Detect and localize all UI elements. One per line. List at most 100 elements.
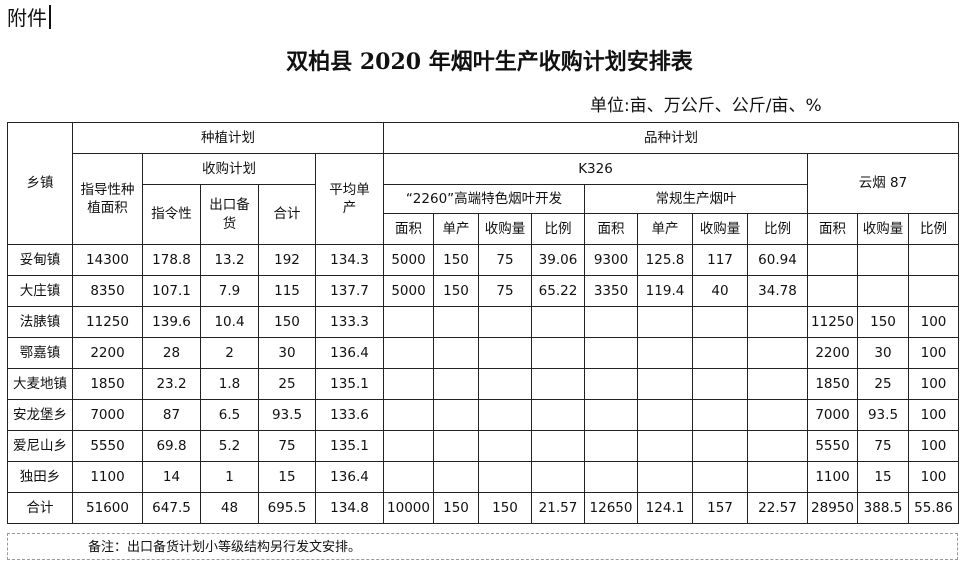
table-cell (857, 275, 909, 307)
table-cell: 7.9 (200, 275, 259, 307)
table-cell: 75 (857, 430, 909, 462)
header-area: 面积 (584, 213, 638, 245)
table-cell: 5550 (72, 430, 143, 462)
table-cell (637, 430, 693, 462)
table-cell: 10000 (383, 492, 434, 524)
table-cell (692, 306, 748, 338)
table-cell: 30 (258, 337, 316, 369)
table-row: 爱尼山乡 5550 69.8 5.2 75 135.1 5550 75 100 (7, 430, 959, 462)
header-planting-plan: 种植计划 (72, 122, 384, 154)
table-row: 大庄镇 8350 107.1 7.9 115 137.7 5000 150 75 65.22 335… (7, 275, 959, 307)
table-cell (908, 275, 959, 307)
table-cell: 15 (258, 461, 316, 493)
table-cell: 136.4 (315, 337, 384, 369)
table-cell: 150 (258, 306, 316, 338)
header-directive: 指令性 (142, 184, 201, 245)
table-cell (383, 430, 434, 462)
township-cell: 爱尼山乡 (7, 430, 73, 462)
table-cell: 150 (433, 492, 479, 524)
table-row: 妥甸镇 14300 178.8 13.2 192 134.3 5000 150 75 39.06 9… (7, 244, 959, 276)
table-cell (637, 306, 693, 338)
table-cell: 22.57 (747, 492, 808, 524)
table-row: 合计 51600 647.5 48 695.5 134.8 10000 150 150 21.57… (7, 492, 959, 524)
header-purchase: 收购量 (478, 213, 532, 245)
footnote: 备注：出口备货计划小等级结构另行发文安排。 (7, 533, 958, 560)
table-cell: 75 (478, 275, 532, 307)
table-cell: 647.5 (142, 492, 201, 524)
table-cell: 75 (478, 244, 532, 276)
header-ratio: 比例 (531, 213, 585, 245)
table-cell: 14 (142, 461, 201, 493)
table-cell: 107.1 (142, 275, 201, 307)
table-cell (584, 399, 638, 431)
table-cell: 93.5 (258, 399, 316, 431)
table-cell (584, 430, 638, 462)
table-cell: 1 (200, 461, 259, 493)
table-cell (908, 244, 959, 276)
table-cell (433, 461, 479, 493)
table-cell: 100 (908, 368, 959, 400)
table-cell: 125.8 (637, 244, 693, 276)
table-cell (747, 368, 808, 400)
table-cell: 100 (908, 337, 959, 369)
table-cell: 136.4 (315, 461, 384, 493)
table-cell: 48 (200, 492, 259, 524)
table-cell (383, 461, 434, 493)
table-cell: 695.5 (258, 492, 316, 524)
header-ratio: 比例 (908, 213, 959, 245)
table-cell (531, 306, 585, 338)
table-cell: 93.5 (857, 399, 909, 431)
table-cell (857, 244, 909, 276)
table-cell: 25 (258, 368, 316, 400)
table-cell (531, 368, 585, 400)
table-cell: 65.22 (531, 275, 585, 307)
header-k326: K326 (383, 153, 808, 185)
table-cell (637, 337, 693, 369)
table-cell (692, 337, 748, 369)
table-cell: 192 (258, 244, 316, 276)
table-cell: 100 (908, 399, 959, 431)
table-cell (531, 399, 585, 431)
header-yield: 单产 (433, 213, 479, 245)
table-row: 独田乡 1100 14 1 15 136.4 1100 15 100 (7, 461, 959, 493)
header-purchase-plan: 收购计划 (142, 153, 316, 185)
table-cell: 60.94 (747, 244, 808, 276)
header-regular: 常规生产烟叶 (584, 184, 808, 214)
table-cell: 55.86 (908, 492, 959, 524)
township-cell: 大麦地镇 (7, 368, 73, 400)
table-cell (433, 399, 479, 431)
table-cell (692, 461, 748, 493)
table-cell (531, 461, 585, 493)
table-cell (584, 306, 638, 338)
table-cell: 40 (692, 275, 748, 307)
header-yunyan87: 云烟 87 (807, 153, 959, 214)
table-cell (478, 399, 532, 431)
header-area: 面积 (807, 213, 858, 245)
header-purchase: 收购量 (692, 213, 748, 245)
table-cell (584, 461, 638, 493)
tobacco-plan-table: 乡镇 种植计划 品种计划 指导性种植面积 收购计划 平均单产 K326 云烟 8… (7, 122, 959, 524)
table-cell: 100 (908, 461, 959, 493)
table-cell: 5000 (383, 244, 434, 276)
table-cell: 133.6 (315, 399, 384, 431)
township-cell: 法脿镇 (7, 306, 73, 338)
table-cell (747, 337, 808, 369)
table-cell: 134.3 (315, 244, 384, 276)
table-cell (433, 306, 479, 338)
township-cell: 合计 (7, 492, 73, 524)
table-cell (692, 368, 748, 400)
table-cell: 3350 (584, 275, 638, 307)
table-cell: 119.4 (637, 275, 693, 307)
table-cell (692, 430, 748, 462)
table-cell (433, 430, 479, 462)
table-cell: 25 (857, 368, 909, 400)
unit-line: 单位:亩、万公斤、公斤/亩、% (590, 96, 822, 116)
table-row: 鄂嘉镇 2200 28 2 30 136.4 2200 30 100 (7, 337, 959, 369)
header-yield: 单产 (637, 213, 693, 245)
table-cell (747, 306, 808, 338)
header-variety-plan: 品种计划 (383, 122, 959, 154)
table-cell: 39.06 (531, 244, 585, 276)
table-cell: 1.8 (200, 368, 259, 400)
table-cell: 137.7 (315, 275, 384, 307)
table-cell (383, 399, 434, 431)
